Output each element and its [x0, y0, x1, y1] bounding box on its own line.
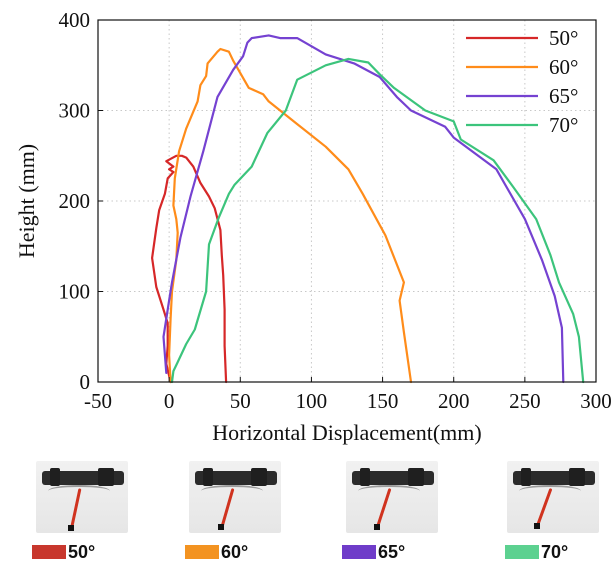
x-tick-label: -50: [84, 389, 112, 413]
robot-foot: [533, 523, 540, 530]
color-swatch: [32, 545, 66, 559]
color-swatch: [185, 545, 219, 559]
y-tick-label: 400: [59, 8, 91, 32]
x-tick-label: 100: [296, 389, 328, 413]
series-line-2: [162, 34, 565, 384]
y-tick-label: 100: [59, 280, 91, 304]
x-tick-label: 300: [580, 389, 612, 413]
swatch-label: 65°: [378, 541, 406, 562]
color-swatch: [505, 545, 539, 559]
robot-foot: [374, 523, 381, 530]
swatch-legend-70: 70°: [505, 542, 568, 562]
legend-label-3: 70°: [549, 113, 578, 137]
y-tick-label: 300: [59, 99, 91, 123]
color-swatch: [342, 545, 376, 559]
legend-label-2: 65°: [549, 84, 578, 108]
series-line-0: [151, 154, 228, 384]
photo-item-50: 50°: [32, 455, 182, 566]
y-axis-label: Height (mm): [14, 144, 39, 258]
robot-photo-strip: 50° 60° 65° 70°: [0, 455, 615, 566]
series-lines: [151, 34, 585, 384]
legend-label-1: 60°: [549, 55, 578, 79]
photo-item-70: 70°: [505, 455, 615, 566]
photo-item-60: 60°: [185, 455, 335, 566]
swatch-legend-60: 60°: [185, 542, 248, 562]
robot-photo: [36, 461, 128, 533]
swatch-legend-50: 50°: [32, 542, 95, 562]
swatch-label: 50°: [68, 541, 96, 562]
x-tick-label: 0: [164, 389, 175, 413]
x-tick-label: 50: [230, 389, 251, 413]
swatch-legend-65: 65°: [342, 542, 405, 562]
robot-foot: [218, 524, 225, 531]
photo-item-65: 65°: [342, 455, 492, 566]
x-tick-label: 200: [438, 389, 470, 413]
robot-photo: [507, 461, 599, 533]
x-tick-label: 150: [367, 389, 399, 413]
grid-lines: [98, 20, 596, 382]
series-line-3: [170, 57, 585, 384]
x-tick-label: 250: [509, 389, 541, 413]
series-line-1: [168, 47, 413, 384]
swatch-label: 70°: [541, 541, 569, 562]
y-tick-label: 200: [59, 189, 91, 213]
robot-photo: [189, 461, 281, 533]
chart-legend: 50° 60° 65° 70°: [466, 26, 578, 137]
robot-photo: [346, 461, 438, 533]
x-axis-label: Horizontal Displacement(mm): [212, 420, 481, 445]
robot-foot: [68, 525, 75, 532]
legend-label-0: 50°: [549, 26, 578, 50]
y-tick-label: 0: [80, 370, 91, 394]
swatch-label: 60°: [221, 541, 249, 562]
